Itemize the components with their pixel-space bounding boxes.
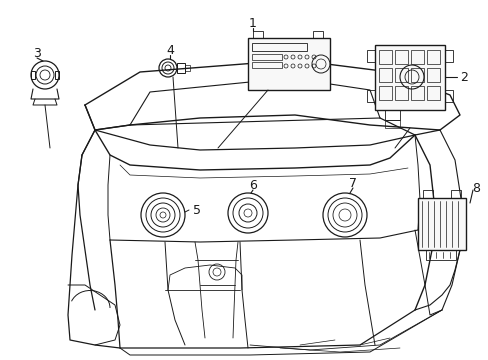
Bar: [422, 190, 432, 198]
Bar: [251, 43, 306, 51]
Bar: [378, 68, 391, 82]
Bar: [410, 50, 423, 64]
Text: 7: 7: [348, 176, 356, 189]
Text: 6: 6: [248, 179, 256, 192]
Text: 3: 3: [33, 46, 41, 59]
Bar: [444, 90, 452, 102]
Bar: [55, 71, 59, 79]
Bar: [366, 50, 374, 62]
Bar: [410, 68, 423, 82]
Bar: [177, 63, 184, 73]
Bar: [378, 50, 391, 64]
Bar: [450, 190, 460, 198]
Text: 5: 5: [193, 203, 201, 216]
Bar: [366, 90, 374, 102]
Bar: [417, 198, 465, 250]
Bar: [378, 86, 391, 100]
Bar: [247, 38, 329, 90]
Bar: [394, 68, 407, 82]
Bar: [252, 31, 263, 38]
Text: 2: 2: [459, 71, 467, 84]
Bar: [384, 120, 399, 128]
Bar: [384, 110, 399, 120]
Bar: [425, 250, 455, 260]
Text: 8: 8: [471, 181, 479, 194]
Bar: [251, 62, 282, 68]
Bar: [251, 54, 282, 60]
Bar: [374, 45, 444, 110]
Bar: [31, 71, 35, 79]
Bar: [426, 68, 439, 82]
Bar: [444, 50, 452, 62]
Bar: [426, 50, 439, 64]
Text: 4: 4: [166, 44, 174, 57]
Bar: [184, 65, 190, 71]
Bar: [394, 86, 407, 100]
Bar: [426, 86, 439, 100]
Bar: [312, 31, 323, 38]
Bar: [410, 86, 423, 100]
Text: 1: 1: [248, 17, 256, 30]
Bar: [394, 50, 407, 64]
